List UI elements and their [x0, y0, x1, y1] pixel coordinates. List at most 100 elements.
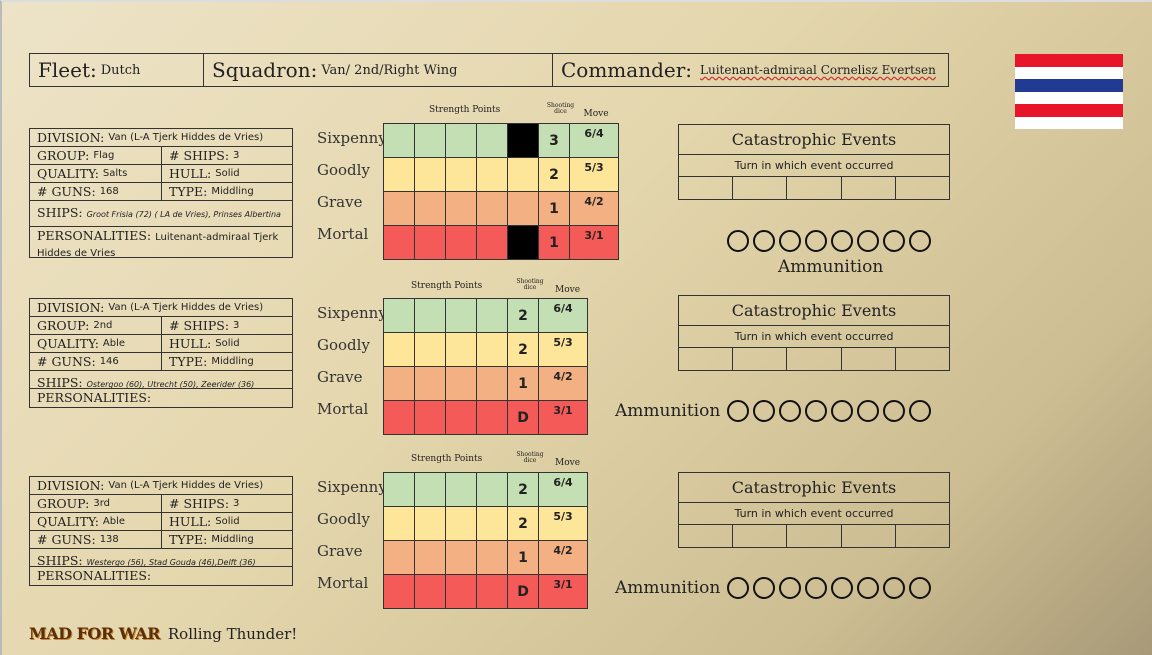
strength-box[interactable]	[476, 400, 508, 435]
strength-box[interactable]	[507, 157, 539, 192]
event-turn-box[interactable]	[679, 525, 734, 547]
strength-box[interactable]	[383, 506, 415, 541]
strength-box[interactable]	[476, 298, 508, 333]
strength-box[interactable]	[414, 506, 446, 541]
event-turn-box[interactable]	[679, 177, 734, 199]
strength-box[interactable]	[383, 123, 415, 158]
strength-box[interactable]	[383, 157, 415, 192]
ammunition-circle[interactable]	[883, 230, 905, 252]
ammunition-circle[interactable]	[857, 400, 879, 422]
strength-box[interactable]	[445, 298, 477, 333]
strength-box[interactable]	[476, 191, 508, 226]
strength-box[interactable]	[383, 298, 415, 333]
strength-box[interactable]	[414, 574, 446, 609]
strength-box[interactable]	[445, 472, 477, 507]
strength-box[interactable]	[445, 191, 477, 226]
event-turn-box[interactable]	[787, 348, 842, 370]
event-turn-box[interactable]	[896, 525, 949, 547]
ammunition-circle[interactable]	[727, 577, 749, 599]
ammunition-circle[interactable]	[805, 400, 827, 422]
commander-label: Commander:	[561, 58, 693, 82]
strength-box[interactable]	[383, 332, 415, 367]
ammunition-circle[interactable]	[753, 577, 775, 599]
commander-value: Luitenant-admiraal Cornelisz Evertsen	[700, 63, 936, 77]
event-turn-box[interactable]	[733, 525, 788, 547]
strength-box[interactable]	[445, 157, 477, 192]
ammunition-circle[interactable]	[753, 400, 775, 422]
strength-box[interactable]	[414, 123, 446, 158]
event-turn-box[interactable]	[733, 177, 788, 199]
event-turn-box[interactable]	[679, 348, 734, 370]
strength-box[interactable]	[507, 123, 539, 158]
guns-value: 168	[99, 186, 119, 197]
ammunition-circle[interactable]	[883, 400, 905, 422]
strength-box[interactable]	[476, 366, 508, 401]
turn-event-label: Turn in which event occurred	[679, 155, 949, 177]
strength-box[interactable]	[414, 366, 446, 401]
event-turn-box[interactable]	[733, 348, 788, 370]
strength-box[interactable]	[414, 400, 446, 435]
strength-box[interactable]	[414, 472, 446, 507]
strength-box[interactable]	[383, 225, 415, 260]
ammunition-circle[interactable]	[909, 577, 931, 599]
strength-box[interactable]	[445, 400, 477, 435]
ammunition-circle[interactable]	[779, 400, 801, 422]
strength-box[interactable]	[383, 472, 415, 507]
ammunition-circle[interactable]	[727, 230, 749, 252]
strength-box[interactable]	[476, 472, 508, 507]
event-turn-box[interactable]	[787, 525, 842, 547]
strength-box[interactable]	[414, 225, 446, 260]
ammunition-circle[interactable]	[753, 230, 775, 252]
strength-box[interactable]	[476, 225, 508, 260]
strength-box[interactable]	[476, 157, 508, 192]
ammunition-circle[interactable]	[727, 400, 749, 422]
event-turn-box[interactable]	[896, 177, 949, 199]
strength-box[interactable]	[445, 506, 477, 541]
ammunition-circle[interactable]	[805, 230, 827, 252]
strength-box[interactable]	[414, 298, 446, 333]
strength-box[interactable]	[414, 540, 446, 575]
row-label-goodly: Goodly	[317, 510, 370, 528]
strength-box[interactable]	[476, 123, 508, 158]
strength-box[interactable]	[445, 225, 477, 260]
ammunition-circle[interactable]	[883, 577, 905, 599]
strength-box[interactable]	[476, 540, 508, 575]
ammunition-circle[interactable]	[831, 230, 853, 252]
strength-box[interactable]	[445, 540, 477, 575]
personalities-label: PERSONALITIES:	[37, 568, 152, 583]
move-cell: 4/2	[569, 191, 619, 226]
ammunition-circle[interactable]	[779, 577, 801, 599]
strength-box[interactable]	[383, 574, 415, 609]
strength-box[interactable]	[414, 332, 446, 367]
strength-box[interactable]	[445, 574, 477, 609]
event-turn-box[interactable]	[787, 177, 842, 199]
ammunition-circle[interactable]	[831, 577, 853, 599]
strength-box[interactable]	[507, 225, 539, 260]
strength-box[interactable]	[445, 123, 477, 158]
event-turn-box[interactable]	[842, 177, 896, 199]
ammunition-circle[interactable]	[779, 230, 801, 252]
ammunition-circle[interactable]	[909, 230, 931, 252]
strength-box[interactable]	[414, 191, 446, 226]
ammunition-circle[interactable]	[831, 400, 853, 422]
strength-box[interactable]	[383, 540, 415, 575]
strength-box[interactable]	[383, 366, 415, 401]
ammunition-circle[interactable]	[909, 400, 931, 422]
ammunition-track-3	[727, 577, 931, 599]
ammunition-circle[interactable]	[857, 577, 879, 599]
strength-box[interactable]	[507, 191, 539, 226]
strength-box[interactable]	[383, 191, 415, 226]
event-turn-box[interactable]	[896, 348, 949, 370]
strength-box[interactable]	[414, 157, 446, 192]
event-turn-box[interactable]	[842, 525, 896, 547]
ammunition-circle[interactable]	[805, 577, 827, 599]
strength-box[interactable]	[476, 574, 508, 609]
strength-box[interactable]	[445, 366, 477, 401]
strength-box[interactable]	[383, 400, 415, 435]
strength-box[interactable]	[445, 332, 477, 367]
strength-box[interactable]	[476, 332, 508, 367]
strength-box[interactable]	[476, 506, 508, 541]
event-turn-box[interactable]	[842, 348, 896, 370]
move-header: Move	[583, 109, 609, 119]
ammunition-circle[interactable]	[857, 230, 879, 252]
